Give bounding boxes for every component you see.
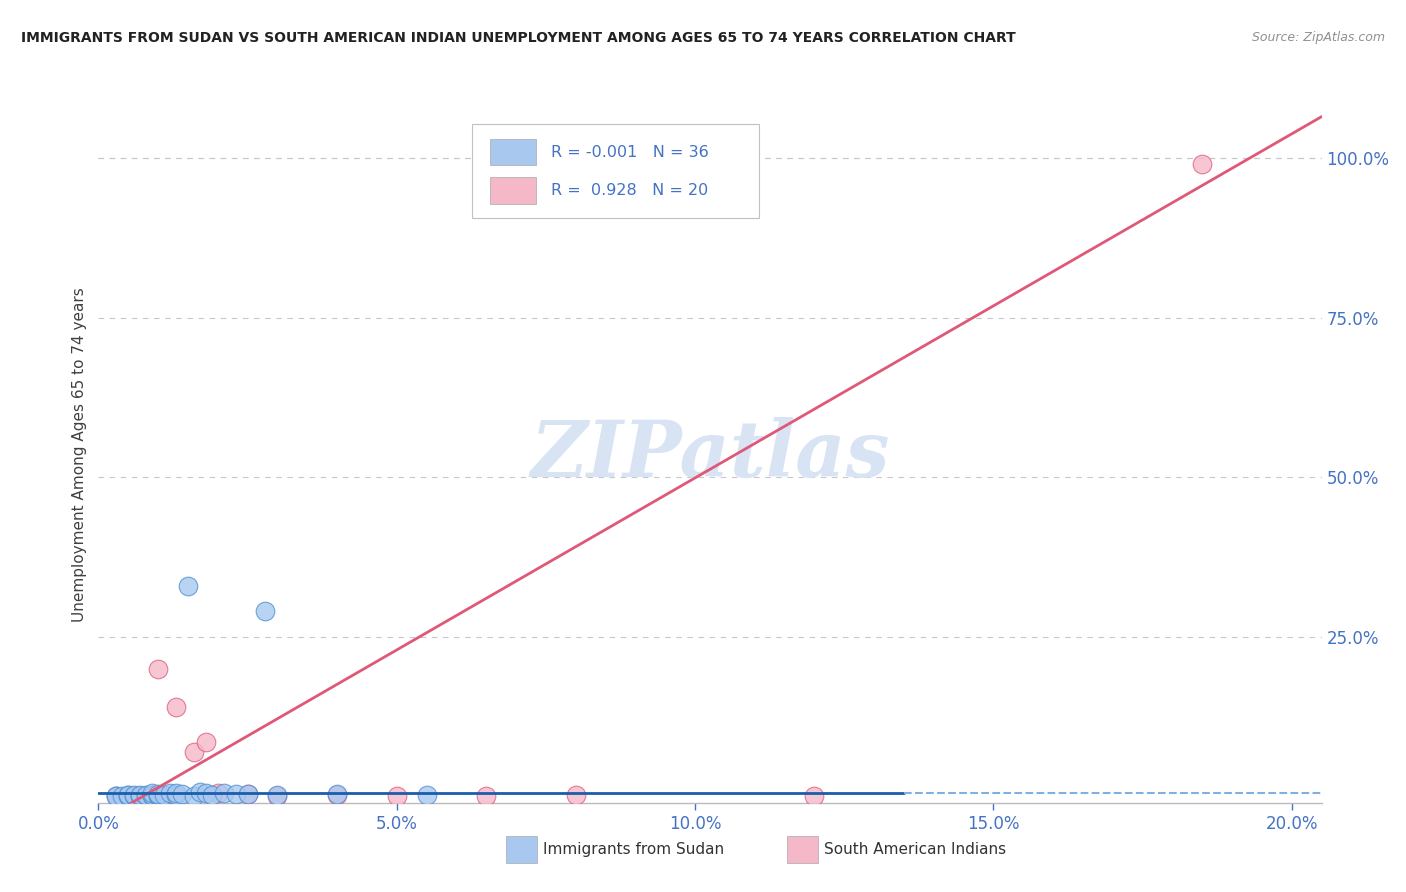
Point — [385, 789, 408, 804]
Point — [105, 789, 128, 804]
Point — [146, 789, 169, 804]
Text: Source: ZipAtlas.com: Source: ZipAtlas.com — [1251, 31, 1385, 45]
Point — [326, 788, 349, 802]
Point — [146, 788, 169, 802]
Text: R = -0.001   N = 36: R = -0.001 N = 36 — [551, 145, 709, 160]
Y-axis label: Unemployment Among Ages 65 to 74 years: Unemployment Among Ages 65 to 74 years — [72, 287, 87, 623]
Point — [129, 789, 152, 803]
Point — [117, 789, 139, 804]
Text: Immigrants from Sudan: Immigrants from Sudan — [543, 842, 724, 856]
Point — [122, 789, 145, 804]
Point — [194, 786, 217, 800]
Point — [415, 788, 437, 802]
Point — [105, 789, 128, 804]
Text: R =  0.928   N = 20: R = 0.928 N = 20 — [551, 183, 709, 198]
FancyBboxPatch shape — [471, 124, 759, 219]
Point — [141, 788, 163, 802]
Bar — [489, 139, 536, 166]
Point — [236, 787, 259, 801]
Point — [165, 788, 187, 802]
Point — [225, 787, 247, 801]
Point — [129, 789, 152, 804]
Point — [207, 786, 229, 800]
Bar — [489, 178, 536, 203]
Point — [111, 789, 134, 804]
Point — [105, 789, 128, 804]
Point — [177, 579, 200, 593]
Point — [1191, 157, 1213, 171]
Point — [254, 604, 277, 618]
Point — [165, 786, 187, 800]
Point — [165, 700, 187, 714]
Point — [803, 789, 825, 803]
Point — [135, 789, 157, 804]
Point — [183, 745, 205, 759]
Text: ZIPatlas: ZIPatlas — [530, 417, 890, 493]
Point — [266, 789, 288, 804]
Point — [146, 662, 169, 676]
Point — [159, 786, 181, 800]
Point — [201, 788, 224, 802]
Point — [170, 787, 193, 801]
Point — [146, 787, 169, 801]
Text: South American Indians: South American Indians — [824, 842, 1007, 856]
Point — [129, 789, 152, 804]
Point — [141, 786, 163, 800]
Point — [236, 787, 259, 801]
Point — [129, 788, 152, 802]
Text: IMMIGRANTS FROM SUDAN VS SOUTH AMERICAN INDIAN UNEMPLOYMENT AMONG AGES 65 TO 74 : IMMIGRANTS FROM SUDAN VS SOUTH AMERICAN … — [21, 31, 1017, 45]
Point — [141, 788, 163, 802]
Point — [117, 789, 139, 804]
Point — [565, 788, 588, 802]
Point — [117, 788, 139, 802]
Point — [194, 735, 217, 749]
Point — [153, 788, 176, 802]
Point — [122, 789, 145, 803]
Point — [135, 788, 157, 802]
Point — [122, 788, 145, 802]
Point — [183, 789, 205, 804]
Point — [475, 789, 498, 804]
Point — [326, 787, 349, 801]
Point — [188, 785, 211, 799]
Point — [141, 789, 163, 804]
Point — [266, 788, 288, 802]
Point — [117, 788, 139, 802]
Point — [153, 789, 176, 804]
Point — [135, 789, 157, 804]
Point — [212, 786, 235, 800]
